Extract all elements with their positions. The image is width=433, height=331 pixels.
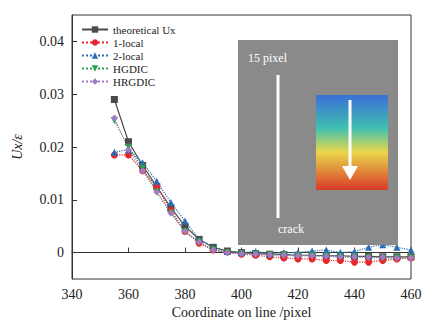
svg-text:460: 460 (401, 287, 422, 302)
svg-text:440: 440 (344, 287, 365, 302)
svg-text:2-local: 2-local (113, 50, 144, 62)
svg-text:Coordinate on line /pixel: Coordinate on line /pixel (172, 305, 312, 320)
svg-text:0.01: 0.01 (40, 192, 65, 207)
svg-text:0.02: 0.02 (40, 140, 65, 155)
svg-text:15 pixel: 15 pixel (248, 51, 288, 65)
svg-text:380: 380 (175, 287, 196, 302)
svg-text:340: 340 (62, 287, 83, 302)
svg-text:theoretical Ux: theoretical Ux (113, 24, 176, 36)
svg-text:crack: crack (278, 222, 304, 236)
svg-text:0: 0 (57, 245, 64, 260)
svg-text:1-local: 1-local (113, 37, 144, 49)
svg-text:360: 360 (118, 287, 139, 302)
svg-text:0.04: 0.04 (40, 34, 65, 49)
svg-text:0.03: 0.03 (40, 87, 65, 102)
svg-text:400: 400 (231, 287, 252, 302)
svg-text:HGDIC: HGDIC (113, 63, 148, 75)
svg-text:HRGDIC: HRGDIC (113, 76, 155, 88)
svg-text:420: 420 (288, 287, 309, 302)
svg-text:Ux/ε: Ux/ε (10, 134, 25, 160)
